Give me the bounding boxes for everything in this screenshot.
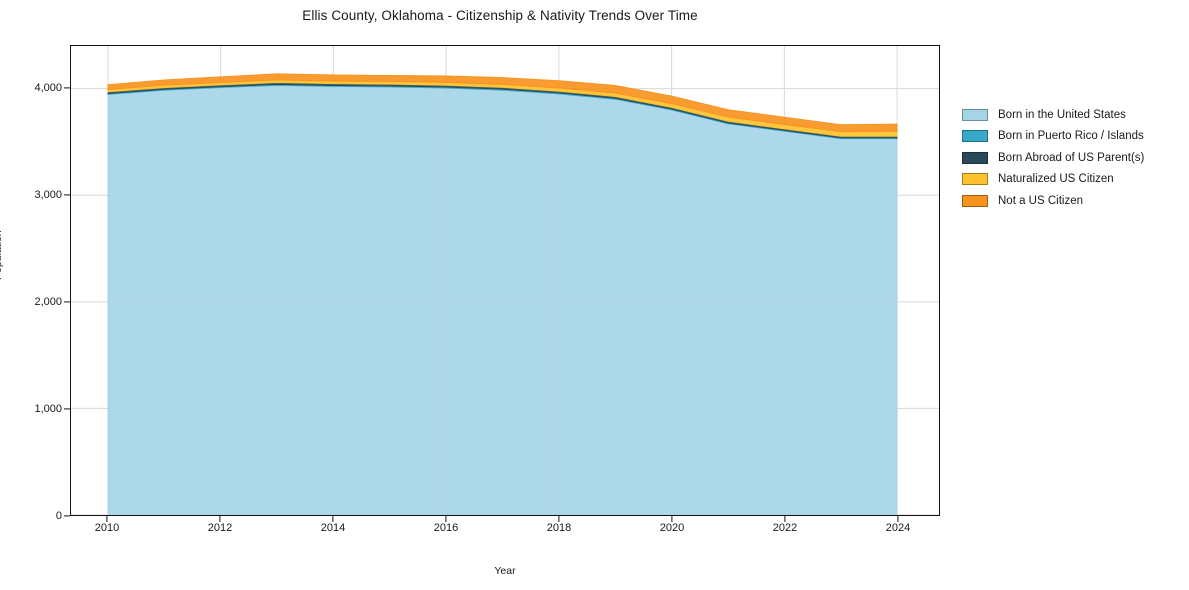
legend-item[interactable]: Born in Puerto Rico / Islands [962, 126, 1182, 148]
chart-legend: Born in the United States Born in Puerto … [962, 104, 1182, 212]
x-axis-tick-mark [445, 516, 447, 522]
x-axis-tick-label: 2018 [546, 522, 572, 534]
legend-item-label: Born in the United States [998, 108, 1126, 121]
legend-color-swatch [962, 108, 988, 121]
y-axis-tick-mark [64, 301, 70, 303]
x-axis-tick-mark [671, 516, 673, 522]
legend-color-swatch [962, 194, 988, 207]
x-axis-tick-label: 2022 [772, 522, 798, 534]
x-axis-tick-mark [332, 516, 334, 522]
legend-item-label: Naturalized US Citizen [998, 173, 1114, 186]
legend-color-swatch [962, 130, 988, 143]
x-axis-tick-mark [784, 516, 786, 522]
y-axis-tick-mark [64, 194, 70, 196]
legend-item-label: Born Abroad of US Parent(s) [998, 151, 1145, 164]
legend-item[interactable]: Not a US Citizen [962, 190, 1182, 212]
y-axis-tick-label: 3,000 [34, 188, 62, 201]
chart-title: Ellis County, Oklahoma - Citizenship & N… [302, 8, 698, 23]
x-axis-tick-label: 2024 [885, 522, 911, 534]
x-axis-tick-mark [558, 516, 560, 522]
x-axis-tick-mark [219, 516, 221, 522]
y-axis-label: Population [0, 230, 4, 280]
y-axis-tick-mark [64, 515, 70, 517]
y-axis-tick-label: 0 [55, 510, 62, 522]
legend-item[interactable]: Born in the United States [962, 104, 1182, 126]
legend-color-swatch [962, 151, 988, 164]
x-axis-tick-label: 2012 [207, 522, 233, 534]
y-axis-tick-label: 2,000 [34, 295, 62, 308]
x-axis-tick-label: 2014 [320, 522, 346, 534]
x-axis-tick-label: 2020 [659, 522, 685, 534]
gridlines [71, 46, 939, 515]
x-axis-tick-mark [106, 516, 108, 522]
legend-item-label: Born in Puerto Rico / Islands [998, 130, 1144, 143]
x-axis-tick-label: 2016 [433, 522, 459, 534]
x-axis-tick-label: 2010 [94, 522, 120, 534]
legend-item[interactable]: Naturalized US Citizen [962, 169, 1182, 191]
legend-item[interactable]: Born Abroad of US Parent(s) [962, 147, 1182, 169]
legend-item-label: Not a US Citizen [998, 194, 1084, 207]
x-axis-tick-mark [897, 516, 899, 522]
x-axis-label: Year [494, 565, 516, 577]
y-axis-tick-label: 1,000 [34, 402, 62, 415]
legend-color-swatch [962, 173, 988, 186]
y-axis-tick-mark [64, 408, 70, 410]
y-axis-tick-label: 4,000 [34, 81, 62, 94]
plot-area [70, 45, 940, 516]
y-axis-tick-mark [64, 87, 70, 89]
